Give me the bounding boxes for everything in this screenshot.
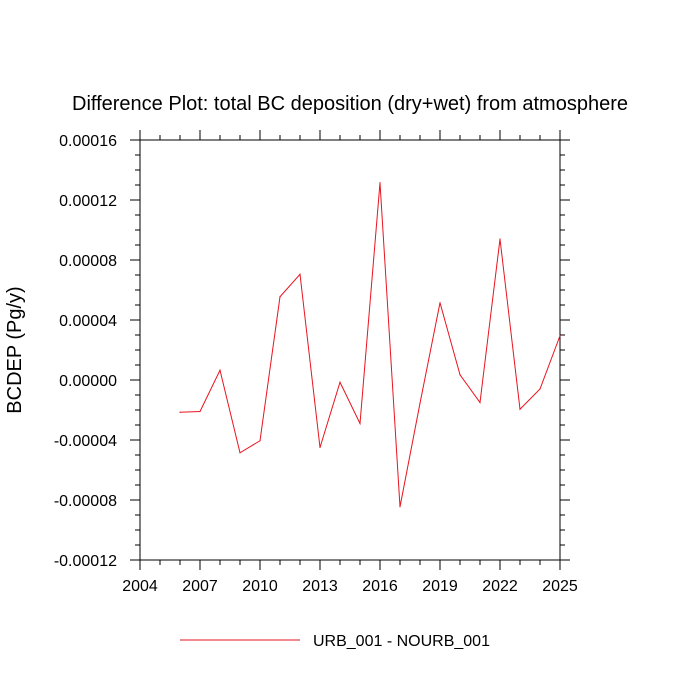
major-ticks [130,130,570,570]
x-tick-labels: 2004 2007 2010 2013 2016 2019 2022 2025 [122,578,578,595]
chart-title: Difference Plot: total BC deposition (dr… [72,93,628,115]
data-point [559,335,561,337]
data-point [539,388,541,390]
y-tick-label: 0.00000 [59,373,117,390]
x-tick-label: 2010 [242,578,278,595]
y-axis-label: BCDEP (Pg/y) [4,286,26,413]
y-tick-label: -0.00008 [54,493,117,510]
data-point [299,273,301,275]
legend: URB_001 - NOURB_001 [180,633,490,650]
y-tick-label: 0.00008 [59,253,117,270]
data-point [239,452,241,454]
x-tick-label: 2016 [362,578,398,595]
data-point [219,369,221,371]
data-point [519,408,521,410]
data-point [499,238,501,240]
data-point [459,374,461,376]
y-tick-labels: -0.00012 -0.00008 -0.00004 0.00000 0.00004 0.… [54,133,117,570]
series-line [179,182,561,507]
legend-label: URB_001 - NOURB_001 [313,633,490,650]
x-tick-label: 2025 [542,578,578,595]
x-tick-label: 2019 [422,578,458,595]
data-point [379,182,381,184]
y-tick-label: 0.00016 [59,133,117,150]
data-point [199,410,201,413]
data-point [359,422,361,425]
data-point [439,302,441,304]
x-tick-label: 2013 [302,578,338,595]
y-tick-label: 0.00004 [59,313,117,330]
data-point [419,402,421,404]
data-point [319,446,321,449]
y-tick-label: -0.00004 [54,433,117,450]
x-tick-label: 2004 [122,578,158,595]
data-point [279,296,281,298]
data-point [179,411,181,413]
x-tick-label: 2022 [482,578,518,595]
y-tick-label: 0.00012 [59,193,117,210]
data-point [339,381,341,383]
data-point [399,506,401,508]
data-point [259,440,261,442]
minor-ticks [135,135,565,565]
data-point [479,401,481,404]
y-tick-label: -0.00012 [54,553,117,570]
x-tick-label: 2007 [182,578,218,595]
series-group [179,182,561,508]
plot-frame [139,139,561,561]
